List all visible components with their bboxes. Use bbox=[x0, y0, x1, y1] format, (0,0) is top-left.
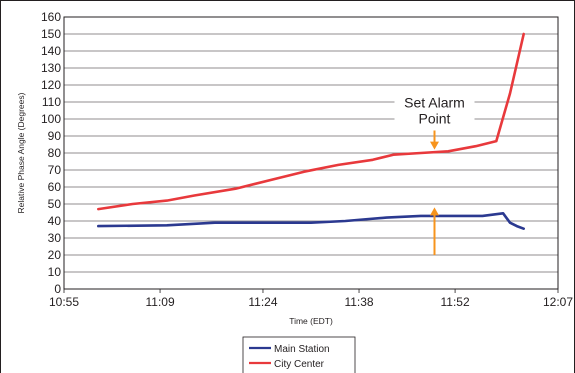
annotation-arrow-up-head bbox=[430, 207, 439, 216]
x-tick-label: 11:52 bbox=[441, 295, 470, 309]
y-tick-label: 10 bbox=[48, 265, 62, 279]
x-tick-label: 11:09 bbox=[145, 295, 174, 309]
y-tick-label: 100 bbox=[41, 112, 61, 126]
y-axis-title: Relative Phase Angle (Degrees) bbox=[16, 92, 26, 213]
y-tick-label: 140 bbox=[41, 44, 61, 58]
y-tick-label: 160 bbox=[41, 10, 61, 24]
y-tick-label: 150 bbox=[41, 27, 61, 41]
y-tick-label: 20 bbox=[48, 248, 62, 262]
y-tick-label: 60 bbox=[48, 180, 62, 194]
x-tick-label: 11:24 bbox=[248, 295, 277, 309]
y-axis-ticks: 0 10 20 30 40 50 60 70 80 90 100 110 120 130 140 150 160 bbox=[41, 10, 61, 296]
annotation-text-bg bbox=[394, 93, 475, 130]
x-axis-title: Time (EDT) bbox=[289, 316, 333, 326]
y-tick-label: 130 bbox=[41, 61, 61, 75]
x-tick-label: 12:07 bbox=[543, 295, 573, 309]
series-line-main-station bbox=[97, 212, 526, 230]
y-tick-label: 110 bbox=[42, 95, 61, 109]
legend-box bbox=[242, 336, 356, 373]
x-tick-label: 10:55 bbox=[49, 295, 79, 309]
plot-frame bbox=[63, 16, 559, 290]
y-tick-label: 80 bbox=[48, 146, 62, 160]
legend-label: Main Station bbox=[274, 344, 330, 355]
grid-lines bbox=[64, 33, 558, 273]
y-tick-label: 90 bbox=[48, 129, 62, 143]
y-tick-label: 70 bbox=[48, 163, 62, 177]
y-tick-label: 40 bbox=[48, 214, 62, 228]
y-tick-label: 120 bbox=[41, 78, 61, 92]
legend: Main Station City Center bbox=[242, 336, 356, 373]
legend-label: City Center bbox=[274, 359, 325, 370]
series-lines bbox=[97, 32, 526, 230]
series-line-city-center bbox=[97, 32, 526, 211]
annotation-text: Point bbox=[419, 111, 451, 127]
x-tick-label: 11:38 bbox=[344, 295, 373, 309]
x-axis-ticks: 10:55 11:09 11:24 11:38 11:52 12:07 bbox=[49, 289, 573, 309]
annotation-arrow-down-head bbox=[430, 141, 439, 150]
annotation-text: Set Alarm bbox=[404, 95, 465, 111]
y-tick-label: 0 bbox=[54, 282, 61, 296]
y-tick-label: 30 bbox=[48, 231, 62, 245]
y-tick-label: 50 bbox=[48, 197, 62, 211]
